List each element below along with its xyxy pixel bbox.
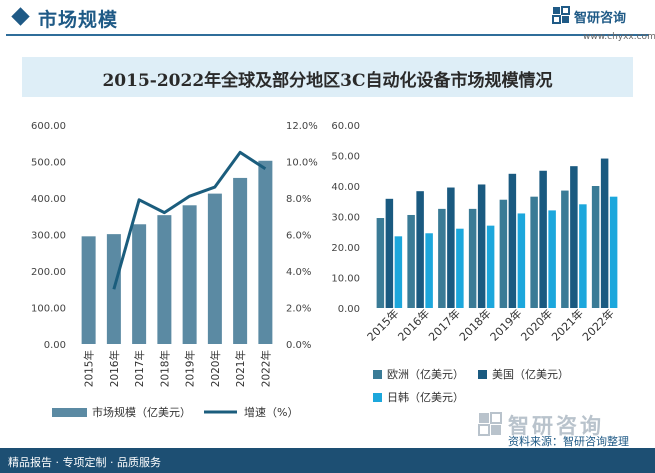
market-size-bar <box>233 177 248 344</box>
region-bar <box>416 191 424 308</box>
region-bar <box>425 233 433 308</box>
left-axis-tick-label: 500.00 <box>31 158 66 169</box>
legend-swatch <box>373 393 382 402</box>
chart-main-title: 2015-2022年全球及部分地区3C自动化设备市场规模情况 <box>102 71 553 91</box>
region-bar <box>407 214 415 308</box>
right-axis-tick-label: 6.0% <box>286 231 311 242</box>
region-bar <box>508 173 517 308</box>
x-axis-category-label: 2019年 <box>184 350 197 387</box>
region-bar <box>486 225 495 308</box>
region-bar <box>499 199 508 308</box>
brand-url: www.chyxx.com <box>583 32 655 42</box>
chart-title-band: 2015-2022年全球及部分地区3C自动化设备市场规模情况 <box>22 57 633 97</box>
global-market-chart: 0.00 100.00 200.00 300.00 400.00 500.00 600.00… <box>31 121 318 419</box>
x-axis-category-label: 2020年 <box>518 306 555 343</box>
market-size-bar <box>157 215 172 344</box>
y-axis-tick-label: 20.00 <box>331 243 360 254</box>
footer-slogan: 精品报告 · 专项定制 · 品质服务 <box>8 456 161 469</box>
x-axis-category-label: 2019年 <box>487 306 524 343</box>
page-footer: 精品报告 · 专项定制 · 品质服务 <box>0 448 655 473</box>
source-note: 资料来源：智研咨询整理 <box>508 435 629 448</box>
region-bar <box>447 187 455 308</box>
brand-name: 智研咨询 <box>574 11 627 26</box>
legend-label: 欧洲（亿美元） <box>387 368 464 381</box>
right-axis-tick-label: 8.0% <box>286 194 311 205</box>
y-axis-tick-label: 10.00 <box>331 274 360 285</box>
market-size-bar <box>207 193 222 344</box>
x-axis-category-label: 2021年 <box>549 306 586 343</box>
region-bar <box>468 208 477 308</box>
page-header: 市场规模 智研咨询 www.chyxx.com <box>0 0 655 42</box>
legend-label: 日韩（亿美元） <box>387 390 464 404</box>
left-axis-tick-label: 200.00 <box>31 267 66 278</box>
legend-bar-swatch <box>52 408 87 417</box>
regional-market-chart: 0.0010.0020.0030.0040.0050.0060.002015年2… <box>331 121 618 404</box>
region-bar <box>376 218 385 308</box>
left-axis-tick-label: 600.00 <box>31 121 66 132</box>
legend-swatch <box>373 370 382 379</box>
left-axis-tick-label: 0.00 <box>44 340 66 351</box>
y-axis-tick-label: 30.00 <box>331 213 360 224</box>
x-axis-category-label: 2017年 <box>426 306 463 343</box>
header-title: 市场规模 <box>38 9 119 31</box>
region-bar <box>609 196 618 308</box>
left-axis-tick-label: 100.00 <box>31 304 66 315</box>
region-bar <box>530 196 538 308</box>
growth-rate-line <box>112 150 267 290</box>
x-axis-category-label: 2016年 <box>395 306 432 343</box>
y-axis-tick-label: 40.00 <box>331 182 360 193</box>
region-bar <box>591 186 600 308</box>
x-axis-category-label: 2021年 <box>234 350 247 387</box>
region-bar <box>477 184 486 308</box>
header-diamond-icon <box>11 7 30 26</box>
x-axis-category-label: 2018年 <box>456 306 493 343</box>
x-axis-category-label: 2016年 <box>108 350 121 387</box>
x-axis-category-label: 2022年 <box>579 306 616 343</box>
right-axis-tick-label: 4.0% <box>286 267 311 278</box>
right-axis-tick-label: 2.0% <box>286 304 311 315</box>
x-axis-category-label: 2018年 <box>158 350 171 387</box>
region-bar <box>539 170 547 308</box>
source-logo-icon <box>478 412 502 436</box>
x-axis-category-label: 2015年 <box>364 306 401 343</box>
region-bar <box>517 213 526 308</box>
right-axis-tick-label: 0.0% <box>286 340 311 351</box>
x-axis-category-label: 2022年 <box>259 350 272 387</box>
header-divider <box>6 34 649 36</box>
brand-logo-icon <box>552 6 570 24</box>
legend-line-label: 增速（%） <box>244 405 298 419</box>
right-axis-tick-label: 10.0% <box>286 158 318 169</box>
region-bar <box>456 228 464 308</box>
x-axis-category-label: 2015年 <box>83 350 96 387</box>
region-bar <box>394 236 403 308</box>
legend-swatch <box>478 370 487 379</box>
region-bar <box>579 204 587 308</box>
y-axis-tick-label: 0.00 <box>338 304 360 315</box>
left-axis-tick-label: 400.00 <box>31 194 66 205</box>
x-axis-category-label: 2017年 <box>133 350 146 387</box>
market-size-bar <box>258 160 273 344</box>
y-axis-tick-label: 60.00 <box>331 121 360 132</box>
market-size-bar <box>182 205 197 344</box>
region-bar <box>548 210 556 308</box>
region-bar <box>385 198 394 308</box>
region-bar <box>570 166 578 308</box>
legend-bar-label: 市场规模（亿美元） <box>92 405 191 419</box>
region-bar <box>600 158 609 308</box>
source-logo-name: 智研咨询 <box>508 414 604 438</box>
region-bar <box>561 190 569 308</box>
market-size-bar <box>132 224 147 344</box>
right-axis-tick-label: 12.0% <box>286 121 318 132</box>
market-size-bar <box>81 236 96 344</box>
region-bar <box>438 208 446 308</box>
y-axis-tick-label: 50.00 <box>331 152 360 163</box>
x-axis-category-label: 2020年 <box>209 350 222 387</box>
legend-label: 美国（亿美元） <box>492 368 569 381</box>
left-axis-tick-label: 300.00 <box>31 231 66 242</box>
